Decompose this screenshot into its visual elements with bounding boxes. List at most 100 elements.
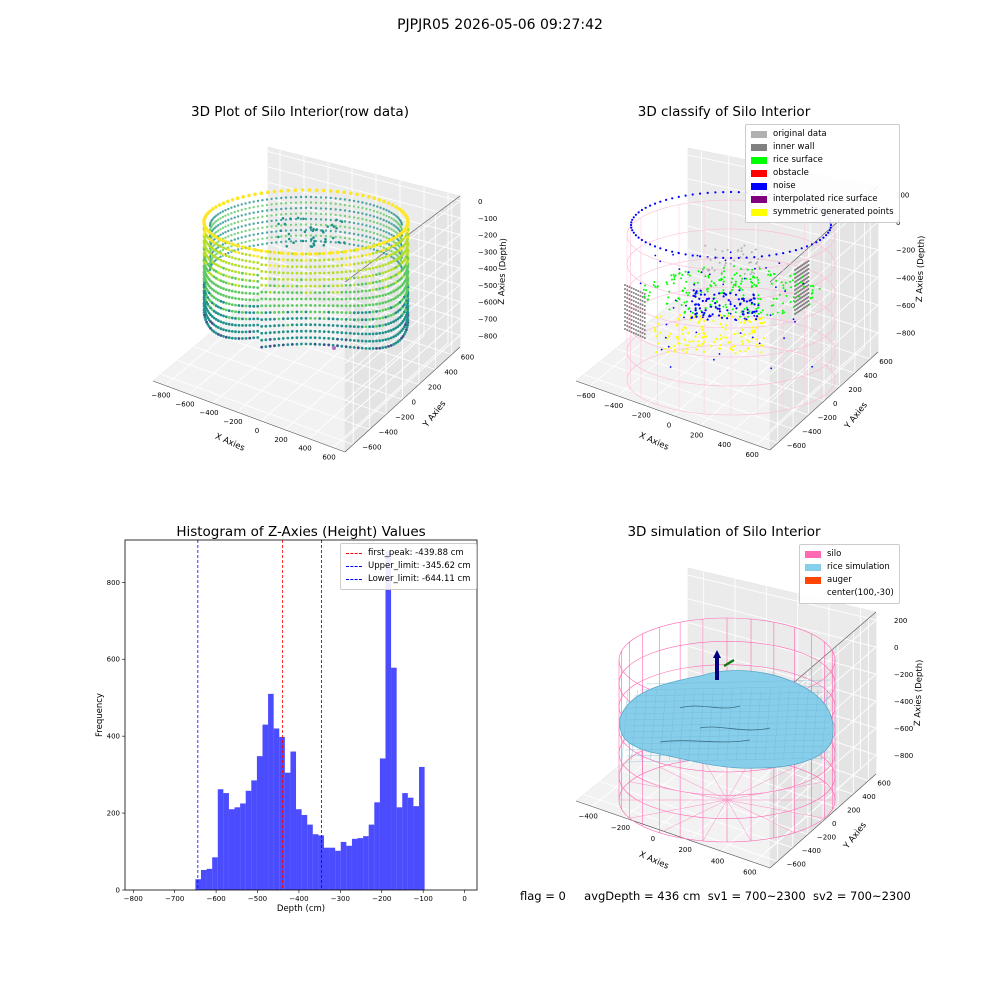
cls-symmetric-point [666,337,669,340]
raw-data-point [217,250,220,254]
raw-data-point [212,244,215,248]
histogram-x-tick-label: −200 [372,895,391,903]
cls-rice-point [756,276,759,279]
cls-rice-point [647,294,650,297]
cls-rice-point [755,284,758,287]
cls-inner-wall-point [807,276,810,278]
raw-data-point [264,318,268,321]
cls-inner-wall-point [626,325,629,327]
cls-noise-point [701,299,704,303]
cls-noise-point [751,311,754,315]
cls-symmetric-point [755,343,759,346]
raw-data-point [348,232,351,235]
rice-mesh-line [783,689,790,761]
raw-data-point [256,323,260,327]
raw-data-point [260,325,264,328]
raw-data-point [290,336,294,340]
raw-data-point [336,284,339,288]
raw-data-point [247,246,251,251]
raw-data-point [343,203,347,207]
raw-data-point [379,217,382,220]
raw-data-point [357,222,360,225]
cls-original-point [709,259,712,261]
cls-rice-point [752,275,755,278]
raw-data-point [244,224,247,227]
raw-data-point [381,338,385,342]
raw-data-point [240,214,243,217]
raw-data-point [261,221,264,224]
cls-wall-grid-z [769,221,879,319]
raw-data-point [309,195,313,199]
cls-inner-wall-point [806,273,808,275]
cls-rice-point [757,312,760,315]
cls-rice-point [766,313,769,316]
raw-data-point [248,212,251,215]
cls-x-tick-label: 400 [718,441,731,449]
cls-noise-point [729,312,732,315]
cls-noise-point [723,292,726,295]
raw-data-point [256,248,260,252]
raw-data-point [339,208,342,212]
raw-data-point [215,219,218,223]
raw-data-point [237,304,241,307]
raw-data-point [280,207,283,211]
cls-rice-point [687,294,689,297]
raw-data-point [397,233,402,237]
histogram-bar [296,809,302,890]
raw-data-point [219,306,223,310]
raw-data-point [230,289,234,293]
raw-data-point [309,291,312,294]
raw-data-point [372,220,376,224]
cls-original-point [758,266,761,269]
raw-data-point [344,331,348,335]
raw-data-point [277,271,281,275]
cls-noise-point [692,289,695,292]
cls-noise-point [792,318,795,321]
raw-data-point [222,335,225,338]
raw-data-point [336,291,339,294]
cls-inner-wall-point [637,306,640,308]
raw-data-point [219,327,223,331]
raw-data-point [348,304,352,308]
cls-symmetric-point [685,351,688,354]
sim-silo-spoke [659,766,728,801]
cls-rice-point [710,280,713,283]
cls-original-point [706,268,709,271]
cls-symmetric-point [668,335,671,338]
raw-data-point [294,234,298,237]
rice-mesh-line [678,689,686,761]
histogram-bar [419,766,425,890]
raw-data-point [227,295,231,299]
rice-surface-contour [679,705,741,709]
raw-data-point [284,212,288,216]
raw-data-point [331,258,335,261]
raw-data-point [364,275,368,278]
raw-data-point [318,304,322,307]
cls-rice-point [755,307,758,310]
histogram-y-tick-label: 0 [116,887,120,895]
raw-data-point [300,342,303,346]
sim-z-tick-label: −800 [894,752,913,760]
sim-silo-spoke [726,799,825,819]
raw-data-point [322,330,326,333]
raw-data-point [230,234,233,237]
raw-data-point [299,201,303,204]
raw-y-tick-label: 600 [461,354,474,362]
cls-rice-point [778,293,781,296]
raw-data-point [202,252,206,255]
raw-data-point [390,233,393,236]
raw-data-point [227,322,231,326]
histogram-bar [329,847,336,890]
cls-symmetric-point [678,318,681,321]
raw-data-point [222,287,225,290]
raw-data-point [217,291,220,295]
raw-data-point [387,314,390,318]
raw-data-point [202,264,206,268]
raw-data-point [222,246,225,250]
raw-wall-grid-z [344,318,461,421]
cls-symmetric-point [728,341,731,344]
raw-data-point [264,324,268,328]
raw-data-point [331,337,335,341]
raw-data-point [281,337,285,340]
raw-data-point [389,245,393,249]
